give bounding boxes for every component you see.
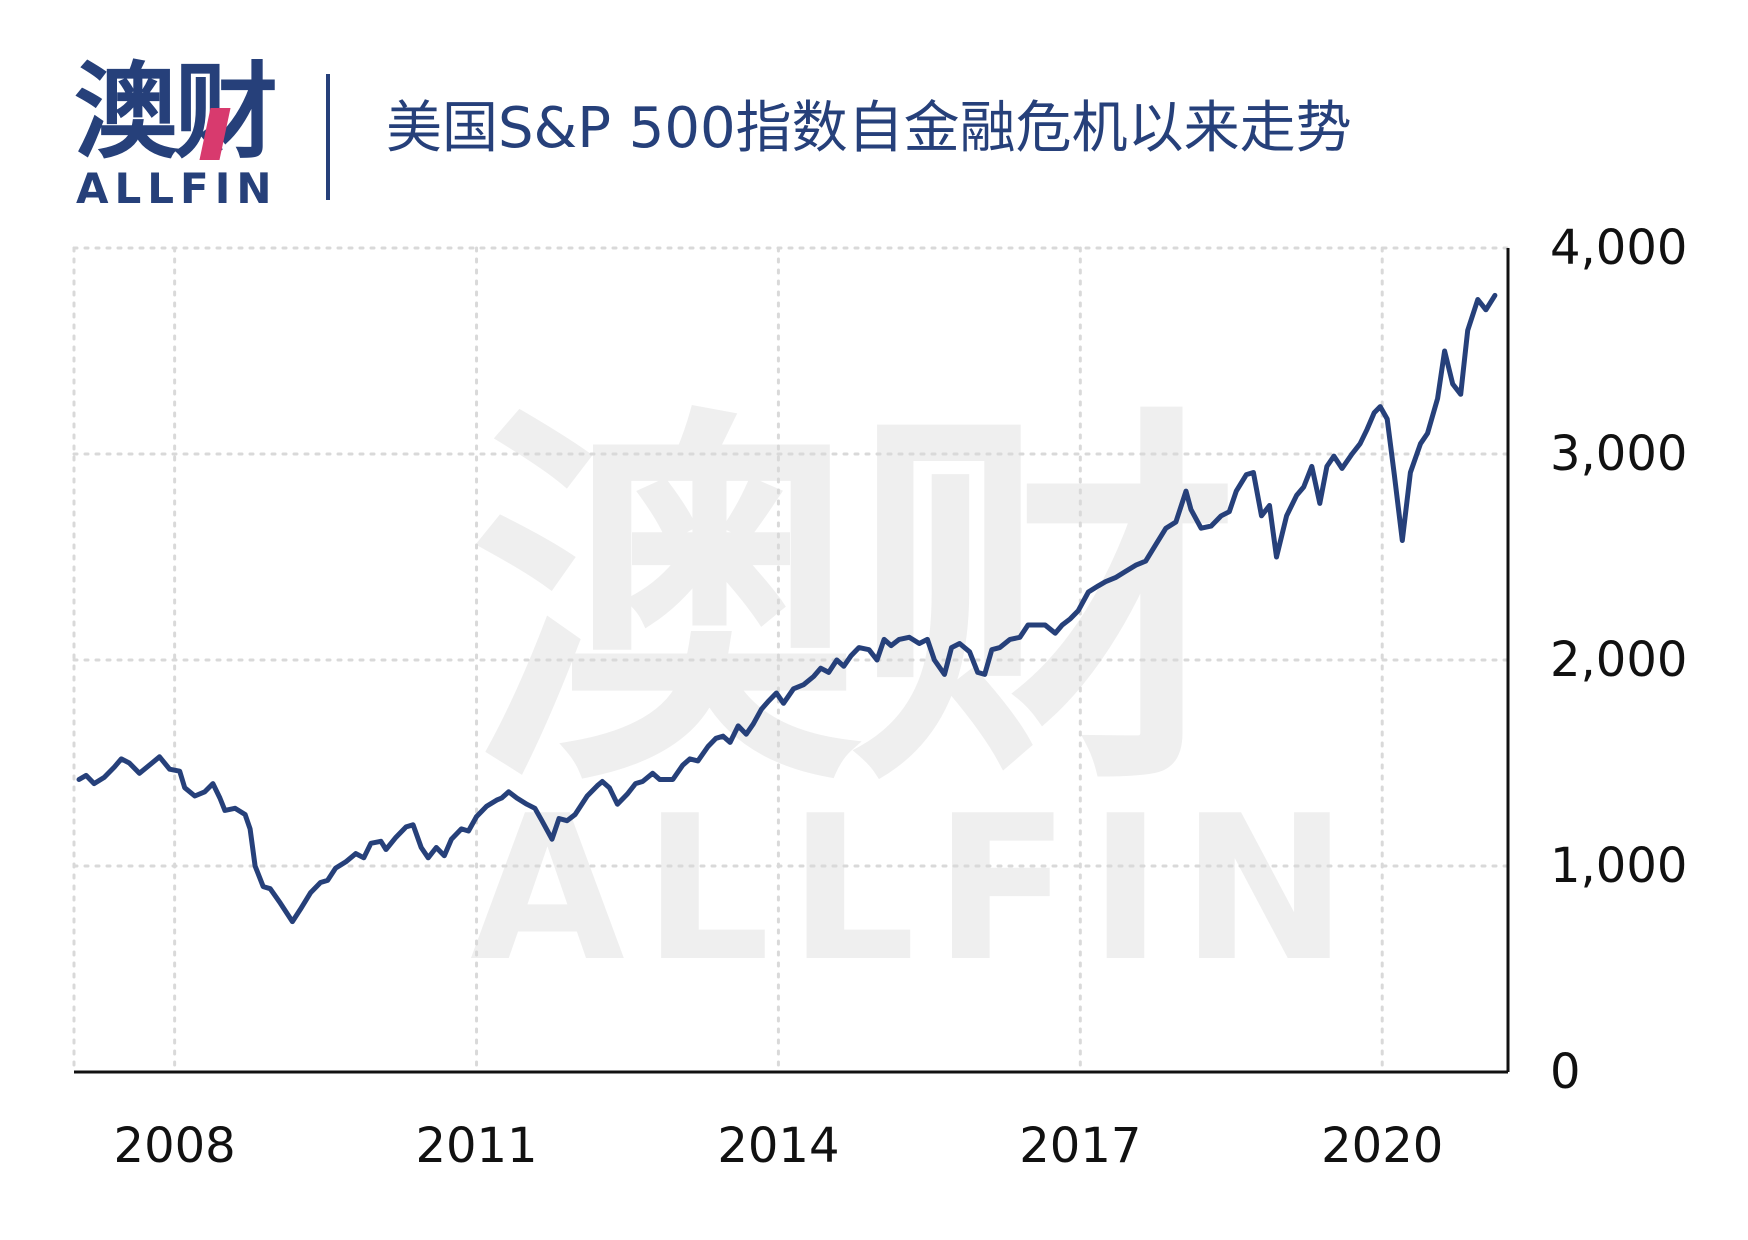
x-axis-tick-labels: 2008 2011 2014 2017 2020	[114, 1118, 1444, 1174]
x-tick-label: 2011	[415, 1118, 537, 1174]
x-tick-label: 2017	[1019, 1118, 1141, 1174]
y-tick-label: 3,000	[1550, 426, 1687, 482]
series-layer	[76, 292, 1498, 925]
y-tick-label: 0	[1550, 1044, 1581, 1100]
y-tick-label: 4,000	[1550, 220, 1687, 276]
x-tick-label: 2020	[1321, 1118, 1443, 1174]
logo-english: ALLFIN	[76, 164, 278, 213]
logo-chinese: 澳财	[74, 51, 278, 173]
axes	[74, 248, 1510, 1074]
watermark: 澳财 ALLFIN	[470, 378, 1366, 1006]
watermark-chinese: 澳财	[470, 378, 1230, 832]
chart-header: 澳财 ALLFIN 美国S&P 500指数自金融危机以来走势	[0, 0, 1748, 220]
chart-title: 美国S&P 500指数自金融危机以来走势	[386, 96, 1352, 161]
y-tick-label: 1,000	[1550, 838, 1687, 894]
header-divider	[326, 74, 330, 200]
watermark-english: ALLFIN	[470, 773, 1366, 1006]
grid-lines	[72, 246, 1510, 1074]
y-tick-label: 2,000	[1550, 632, 1687, 688]
series-line	[76, 292, 1498, 925]
x-tick-label: 2014	[717, 1118, 839, 1174]
x-tick-label: 2008	[114, 1118, 236, 1174]
y-axis-tick-labels: 0 1,000 2,000 3,000 4,000	[1550, 220, 1687, 1100]
